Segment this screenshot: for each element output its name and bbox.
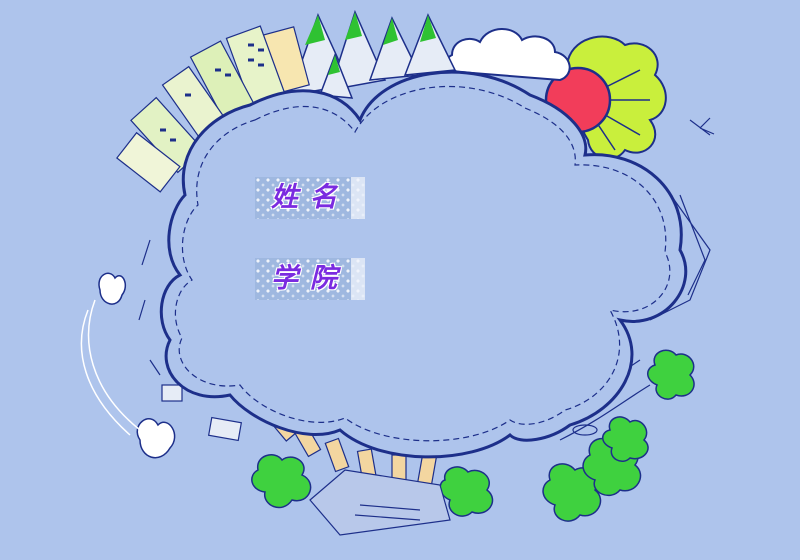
cloud-frame [159,70,688,459]
name-label: 姓名 [255,177,365,219]
trees-decoration [251,349,695,522]
left-doodles-decoration [80,239,243,459]
college-label: 学院 [255,258,365,300]
buildings-decoration [116,25,310,193]
